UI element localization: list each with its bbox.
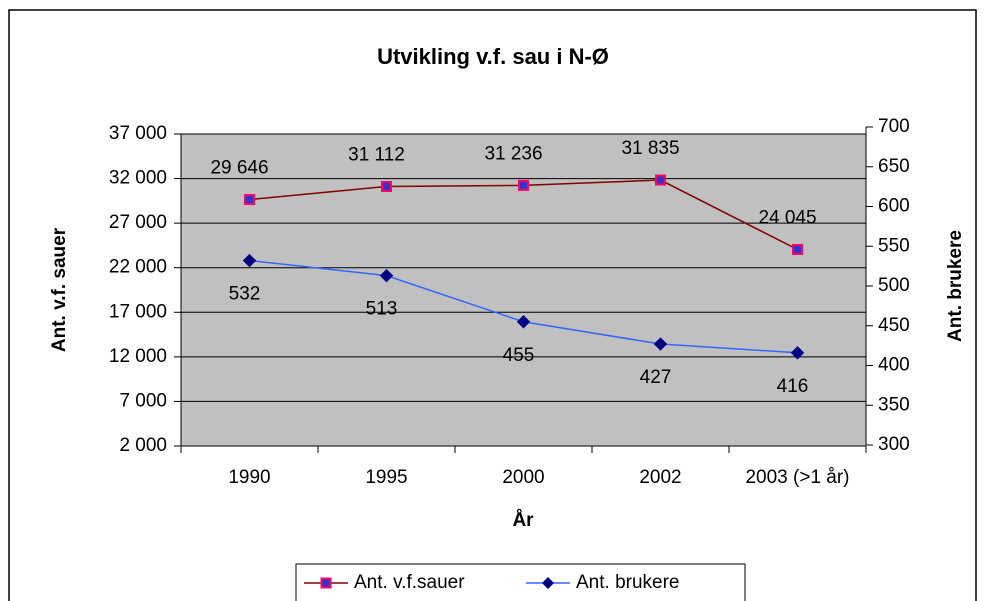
y2-tick-label: 550 xyxy=(878,235,910,256)
data-label: 427 xyxy=(640,367,672,388)
marker xyxy=(653,337,668,351)
y2-tick-label: 450 xyxy=(878,315,910,336)
marker xyxy=(790,346,805,360)
y-tick-label: 27 000 xyxy=(109,212,167,233)
data-label: 24 045 xyxy=(758,208,816,229)
marker xyxy=(518,179,529,191)
x-tick-label: 1990 xyxy=(228,467,270,488)
y2-tick-label: 650 xyxy=(878,156,910,177)
x-tick-label: 2003 (>1 år) xyxy=(745,467,849,488)
y2-tick-label: 350 xyxy=(878,394,910,415)
legend-label: Ant. v.f.sauer xyxy=(354,572,465,593)
y-axis-label: Ant. v.f. sauer xyxy=(49,227,70,352)
y-tick-label: 17 000 xyxy=(109,301,167,322)
marker xyxy=(379,268,394,283)
data-label: 31 112 xyxy=(348,145,405,166)
data-label: 455 xyxy=(503,345,535,366)
chart-title: Utvikling v.f. sau i N-Ø xyxy=(377,44,609,69)
marker xyxy=(792,243,803,255)
marker xyxy=(244,194,255,206)
x-axis-label: År xyxy=(512,510,534,531)
marker xyxy=(655,174,666,186)
marker xyxy=(516,315,531,329)
data-label: 31 236 xyxy=(484,143,542,164)
x-tick-label: 1995 xyxy=(365,467,407,488)
y2-tick-label: 500 xyxy=(878,275,910,296)
y-tick-label: 7 000 xyxy=(119,390,167,411)
x-tick-label: 2002 xyxy=(639,467,681,488)
legend-box xyxy=(295,563,746,601)
y2-tick-label: 300 xyxy=(878,434,910,455)
legend-marker xyxy=(542,577,554,589)
y-tick-label: 32 000 xyxy=(109,168,167,189)
data-label: 31 835 xyxy=(621,138,679,159)
y-tick-label: 37 000 xyxy=(109,123,167,144)
y2-tick-label: 700 xyxy=(878,116,910,137)
marker xyxy=(242,253,257,268)
legend-marker xyxy=(320,577,332,589)
data-label: 532 xyxy=(229,284,261,305)
y2-axis-label: Ant. brukere xyxy=(945,230,966,342)
data-label: 416 xyxy=(777,376,809,397)
y2-tick-label: 400 xyxy=(878,355,910,376)
x-tick-label: 2000 xyxy=(502,467,544,488)
data-label: 513 xyxy=(366,299,398,320)
y-tick-label: 22 000 xyxy=(109,257,167,278)
y-tick-label: 12 000 xyxy=(109,346,167,367)
y2-tick-label: 600 xyxy=(878,196,910,217)
marker xyxy=(381,180,392,192)
y-tick-label: 2 000 xyxy=(119,435,167,456)
legend-label: Ant. brukere xyxy=(576,572,680,593)
data-label: 29 646 xyxy=(210,158,268,179)
